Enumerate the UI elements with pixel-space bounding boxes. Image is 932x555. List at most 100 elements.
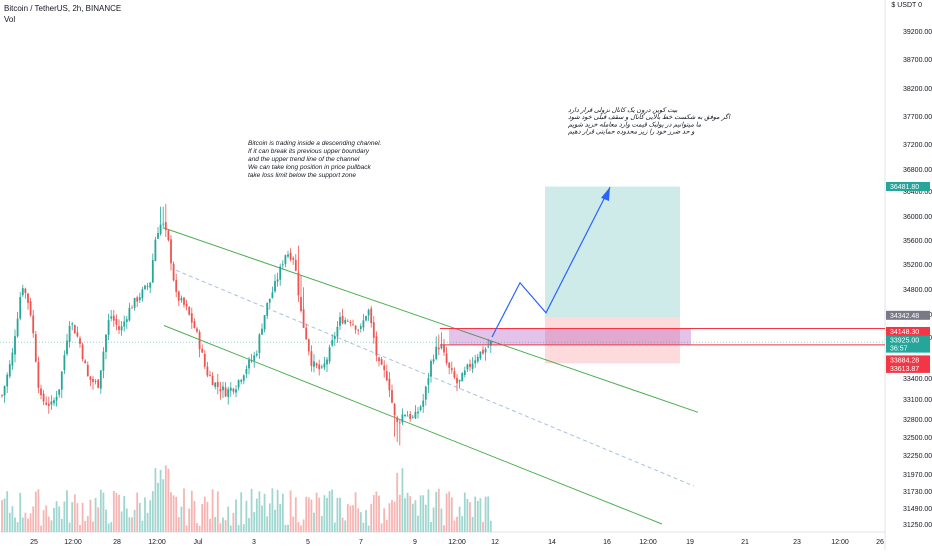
- volume-bar: [255, 498, 258, 532]
- volume-bar: [424, 504, 427, 532]
- resistance-box[interactable]: [449, 328, 691, 345]
- volume-bar: [136, 492, 139, 532]
- projected-path-arrowhead: [601, 187, 610, 201]
- volume-bar: [445, 493, 448, 532]
- candle-body: [237, 380, 240, 388]
- candle-body: [123, 321, 126, 327]
- volume-bar: [16, 522, 19, 532]
- candle-body: [250, 360, 253, 362]
- volume-bar: [276, 489, 279, 532]
- channel-lower-line[interactable]: [163, 325, 663, 525]
- candle-body: [211, 375, 214, 386]
- volume-bar: [432, 507, 435, 532]
- candle-body: [396, 417, 399, 422]
- candle-body: [365, 316, 367, 321]
- candle-body: [146, 285, 149, 287]
- candle-body: [409, 413, 412, 420]
- candle-body: [450, 368, 453, 371]
- candle-body: [76, 332, 79, 337]
- volume-bar: [201, 504, 204, 532]
- volume-bar: [391, 499, 393, 532]
- candle-body: [232, 388, 235, 392]
- channel-upper-line[interactable]: [163, 227, 699, 413]
- price-tag-label: 34148.30: [890, 329, 919, 336]
- candle-body: [305, 327, 308, 340]
- projected-path-line[interactable]: [491, 186, 611, 338]
- volume-bar: [34, 491, 37, 532]
- volume-bar: [118, 494, 120, 532]
- candle-body: [414, 411, 417, 419]
- channel-mid-line[interactable]: [175, 269, 695, 487]
- volume-bar: [346, 503, 349, 532]
- volume-bar: [198, 525, 201, 532]
- volume-bar: [469, 502, 471, 532]
- volume-bar: [435, 491, 438, 532]
- candle-body: [198, 332, 201, 350]
- volume-bar: [216, 491, 219, 532]
- volume-bar: [443, 525, 445, 532]
- candle-body: [346, 320, 349, 322]
- projected-path[interactable]: [491, 186, 611, 338]
- resistance-zone[interactable]: [0, 327, 885, 346]
- candle-body: [398, 422, 401, 424]
- y-tick-label: 35600.00: [903, 238, 932, 245]
- candle-body: [281, 264, 284, 266]
- volume-bar: [144, 497, 146, 532]
- candle-body: [268, 298, 271, 303]
- volume-bar: [261, 505, 263, 532]
- x-tick-label: 12:00: [448, 539, 466, 546]
- candle-body: [440, 345, 443, 349]
- x-tick-label: 12:00: [148, 539, 166, 546]
- candle-body: [479, 351, 482, 359]
- descending-channel[interactable]: [163, 227, 699, 525]
- candle-body: [136, 297, 139, 302]
- candle-body: [336, 326, 339, 337]
- volume-bar: [287, 524, 289, 532]
- candle-body: [89, 376, 92, 380]
- target-zone[interactable]: [545, 186, 680, 318]
- volume-bar: [341, 517, 344, 532]
- candle-body: [144, 285, 146, 290]
- stop-zone[interactable]: [545, 317, 680, 364]
- candle-body: [375, 336, 378, 356]
- time-axis[interactable]: 25 12:00 28 12:00 Jul 3 5 7 9 12:00 12 14 16 12:00 19 2…: [30, 539, 884, 546]
- candle-body: [188, 306, 191, 315]
- candle-body: [235, 389, 237, 393]
- volume-bar: [240, 492, 243, 532]
- currency-label[interactable]: $ USDT 0: [891, 2, 922, 9]
- candle-body: [453, 371, 456, 378]
- volume-bar: [393, 501, 396, 532]
- long-position-tool[interactable]: [545, 186, 680, 364]
- volume-bar: [190, 490, 193, 532]
- candle-body: [68, 325, 71, 343]
- annotation-fa-line: بیت کوین درون یک کانال نزولی قرار دارد: [568, 107, 678, 114]
- candle-body: [378, 357, 380, 362]
- candle-body: [175, 279, 178, 292]
- x-tick-label: 21: [741, 539, 749, 546]
- candle-body: [118, 326, 120, 331]
- annotation-fa-line: ما میتوانیم در پولبک قیمت وارد معامله خر…: [568, 121, 702, 128]
- candle-body: [354, 325, 357, 330]
- candle-body: [310, 351, 313, 366]
- chart-title[interactable]: Bitcoin / TetherUS, 2h, BINANCE: [4, 4, 122, 13]
- candle-body: [370, 308, 373, 324]
- candle-body: [11, 352, 14, 366]
- candle-body: [427, 378, 430, 385]
- candle-body: [115, 318, 118, 325]
- volume-bar: [365, 510, 367, 532]
- x-tick-label: 23: [793, 539, 801, 546]
- volume-label[interactable]: Vol: [4, 15, 16, 24]
- volume-bar: [271, 488, 274, 532]
- annotations[interactable]: Bitcoin is trading inside a descending c…: [248, 107, 731, 179]
- candle-body: [469, 363, 471, 368]
- candle-body: [164, 222, 167, 231]
- volume-bar: [336, 497, 339, 532]
- candle-body: [380, 359, 383, 365]
- price-axis[interactable]: 39200.00 38700.00 38200.00 37700.00 37200.00…: [903, 29, 932, 529]
- legend: Bitcoin / TetherUS, 2h, BINANCE Vol: [4, 3, 121, 25]
- candle-body: [349, 322, 352, 324]
- volume-bar: [73, 494, 76, 532]
- candle-body: [19, 296, 22, 319]
- volume-bar: [97, 507, 100, 532]
